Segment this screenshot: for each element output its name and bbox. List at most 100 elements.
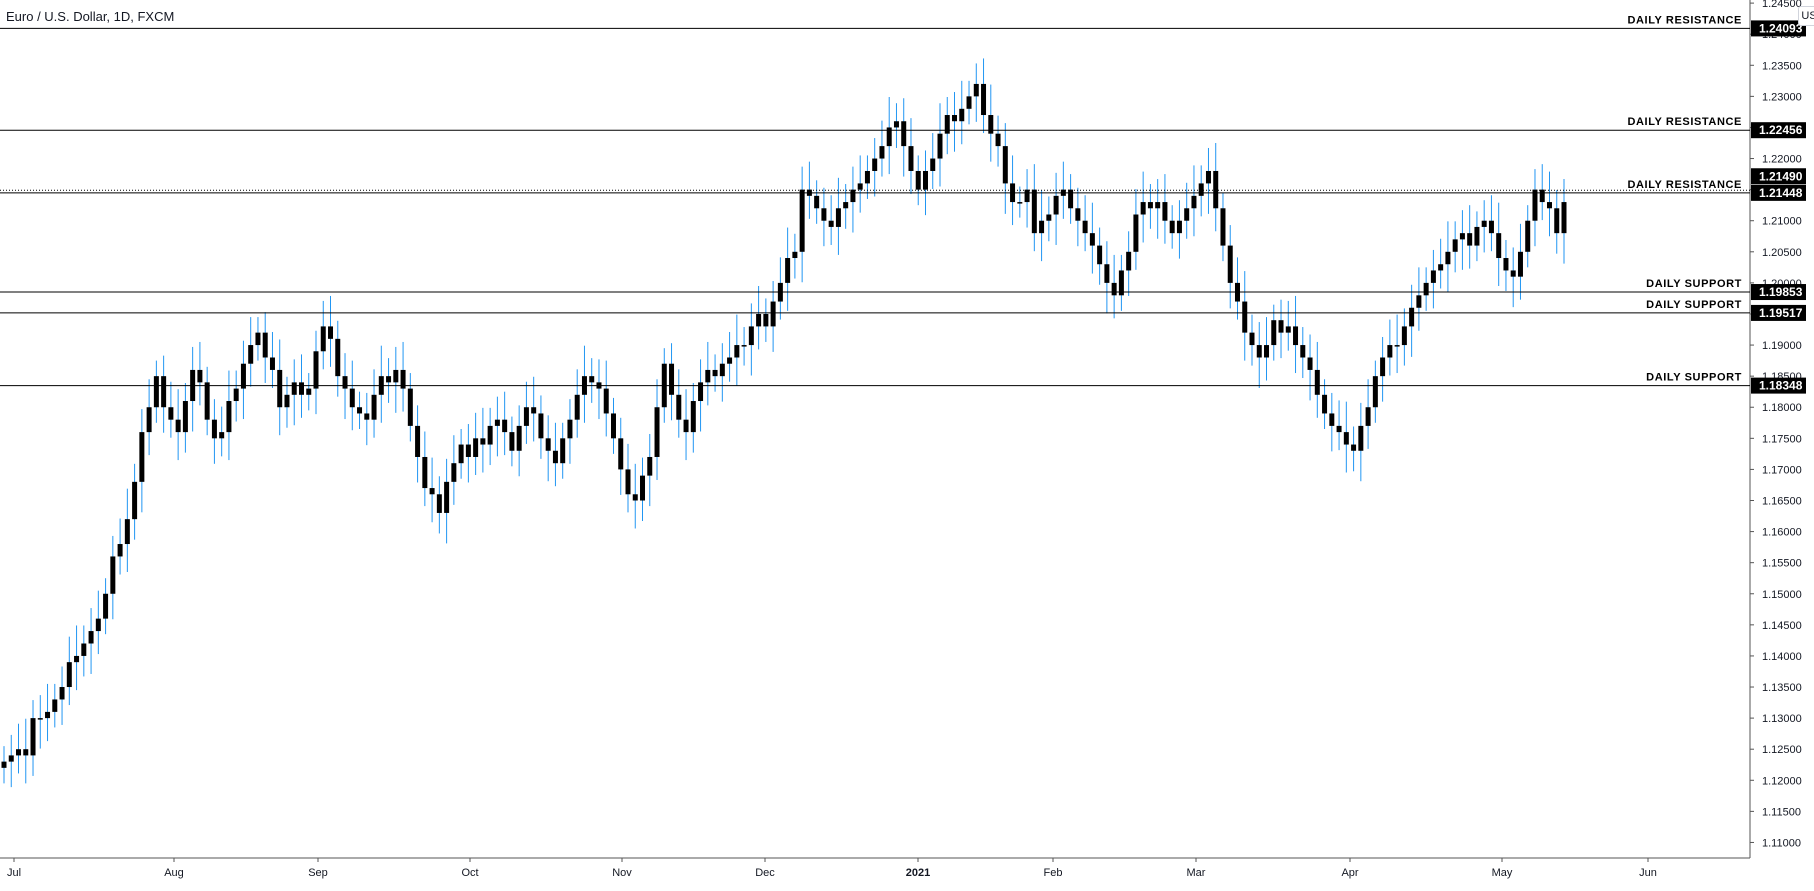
candle-body: [1394, 345, 1400, 347]
candle-body: [640, 475, 646, 501]
price-tag-label: 1.22456: [1759, 123, 1803, 137]
candle-body: [1162, 202, 1168, 221]
candle-body: [1467, 233, 1473, 246]
candle-body: [103, 593, 109, 619]
y-tick-label: 1.12500: [1762, 744, 1802, 756]
candle-body: [843, 202, 849, 209]
candle-body: [139, 432, 145, 482]
candle-body: [763, 313, 769, 327]
candle-body: [444, 481, 450, 513]
x-tick-label: Jun: [1639, 867, 1657, 879]
candle-body: [422, 456, 428, 489]
candle-body: [1082, 220, 1088, 234]
y-tick-label: 1.17000: [1762, 464, 1802, 476]
candle-body: [342, 376, 348, 389]
candle-body: [1205, 170, 1211, 184]
candle-body: [23, 749, 29, 756]
candle-body: [683, 419, 689, 433]
candle-body: [1249, 332, 1255, 346]
x-tick-label: May: [1492, 867, 1513, 879]
candle-body: [16, 749, 22, 756]
candle-body: [1293, 326, 1299, 346]
y-tick-label: 1.17500: [1762, 433, 1802, 445]
y-tick-label: 1.14500: [1762, 620, 1802, 632]
candle-body: [1097, 245, 1103, 265]
x-tick-label: Sep: [308, 867, 328, 879]
price-tag-label: 1.19517: [1759, 306, 1803, 320]
y-tick-label: 1.12000: [1762, 775, 1802, 787]
candle-body: [313, 351, 319, 389]
candle-body: [1111, 282, 1117, 296]
candle-body: [1140, 202, 1146, 215]
candle-body: [1503, 258, 1509, 271]
candle-body: [1517, 251, 1523, 277]
candle-body: [879, 146, 885, 159]
candle-body: [632, 494, 638, 501]
candle-body: [298, 382, 304, 395]
candle-body: [1176, 220, 1182, 234]
candle-body: [1351, 444, 1357, 451]
y-tick-label: 1.23500: [1762, 60, 1802, 72]
candle-body: [523, 407, 529, 426]
candle-body: [1336, 425, 1342, 433]
candle-body: [415, 425, 421, 457]
y-tick-label: 1.11500: [1762, 806, 1801, 818]
y-tick-label: 1.11000: [1762, 837, 1801, 849]
candle-body: [1365, 407, 1371, 426]
candle-body: [117, 544, 123, 557]
candle-body: [625, 469, 631, 495]
candle-body: [603, 388, 609, 414]
candle-body: [1264, 345, 1270, 358]
candle-body: [1496, 233, 1502, 259]
candle-body: [799, 189, 805, 252]
candle-body: [393, 369, 399, 383]
candle-body: [81, 643, 87, 656]
level-label: DAILY RESISTANCE: [1627, 14, 1742, 26]
candle-body: [240, 363, 246, 389]
candle-body: [37, 718, 43, 720]
candle-body: [1372, 376, 1378, 408]
y-tick-label: 1.22000: [1762, 154, 1802, 166]
candle-body: [262, 332, 268, 358]
candle-body: [618, 438, 624, 470]
candle-body: [168, 407, 174, 420]
candle-body: [1104, 264, 1110, 283]
candle-body: [291, 382, 297, 395]
candle-body: [545, 438, 551, 451]
candle-body: [1525, 220, 1531, 252]
candle-body: [277, 369, 283, 408]
candle-body: [509, 432, 515, 451]
candle-body: [357, 407, 363, 414]
candle-body: [930, 158, 936, 171]
y-tick-label: 1.13000: [1762, 713, 1802, 725]
y-tick-label: 1.14000: [1762, 651, 1802, 663]
candle-body: [1053, 195, 1059, 215]
y-tick-label: 1.19000: [1762, 340, 1802, 352]
level-label: DAILY RESISTANCE: [1627, 116, 1742, 128]
candle-body: [908, 146, 914, 171]
candle-body: [182, 401, 188, 433]
candle-body: [1409, 307, 1415, 327]
candle-body: [1147, 202, 1153, 209]
candle-body: [589, 376, 595, 383]
candle-body: [269, 357, 275, 370]
currency-button[interactable]: USD: [1798, 6, 1814, 26]
candle-body: [1387, 345, 1393, 358]
y-tick-label: 1.13500: [1762, 682, 1802, 694]
candle-body: [1554, 208, 1560, 234]
candle-body: [995, 133, 1001, 147]
candle-body: [30, 718, 36, 756]
candle-body: [1278, 320, 1284, 333]
candle-body: [306, 388, 312, 395]
candle-body: [734, 345, 740, 358]
candle-body: [1307, 357, 1313, 370]
candle-body: [1343, 432, 1349, 445]
candle-body: [502, 419, 508, 433]
x-tick-label: 2021: [906, 867, 930, 879]
candle-body: [1445, 251, 1451, 265]
candle-body: [676, 394, 682, 420]
candle-body: [1401, 326, 1407, 346]
candle-body: [473, 438, 479, 457]
y-tick-label: 1.16000: [1762, 527, 1802, 539]
candle-body: [1438, 264, 1444, 271]
